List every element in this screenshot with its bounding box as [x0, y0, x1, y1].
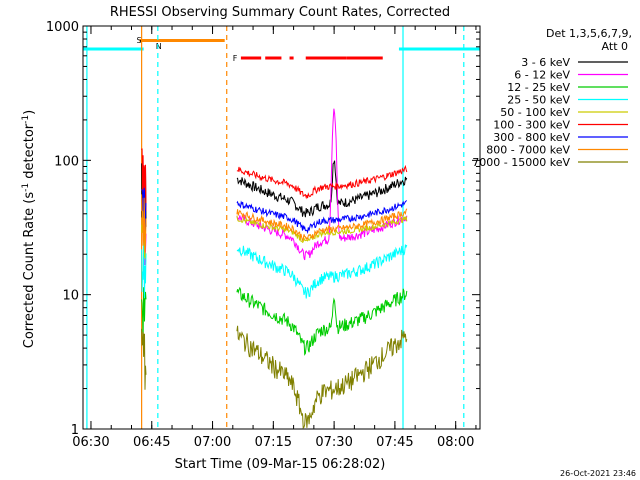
- legend-header-line1: Det 1,3,5,6,7,9,: [546, 27, 632, 40]
- legend-label-3: 12 - 25 keV: [507, 81, 570, 94]
- x-tick-label: 08:00: [437, 435, 474, 450]
- flag-label-f: F: [233, 54, 238, 63]
- legend-label-6: 100 - 300 keV: [493, 119, 570, 132]
- legend-label-9: 7000 - 15000 keV: [472, 156, 570, 169]
- y-axis-label: Corrected Count Rate (s-1 detector-1): [21, 110, 37, 348]
- plot-area: S N F: [83, 26, 480, 429]
- y-axis-label-sup1: -1: [21, 183, 31, 192]
- x-axis-label: Start Time (09-Mar-15 06:28:02): [175, 457, 386, 472]
- x-tick-label: 07:15: [255, 435, 292, 450]
- series-line-4: [236, 244, 408, 299]
- series-line-5: [236, 215, 408, 243]
- x-tick-label: 06:45: [133, 435, 170, 450]
- legend-label-2: 6 - 12 keV: [514, 69, 570, 82]
- series-early-3: [141, 287, 147, 343]
- series-line-1: [236, 160, 408, 218]
- series-early-9: [141, 328, 147, 390]
- legend-label-4: 25 - 50 keV: [507, 94, 570, 107]
- series-line-6: [236, 164, 408, 200]
- y-axis-label-part2: detector: [22, 123, 37, 183]
- series-line-3: [236, 286, 408, 356]
- x-tick-label: 07:45: [376, 435, 413, 450]
- chart-title: RHESSI Observing Summary Count Rates, Co…: [110, 5, 450, 20]
- y-axis-label-part3: ): [22, 110, 37, 115]
- y-axis-label-sup2: -1: [21, 115, 31, 124]
- series-line-2: [236, 108, 408, 261]
- y-axis-label-part1: Corrected Count Rate (s: [22, 192, 37, 349]
- axes: 1 10 100 1000 06:30 06:45 07:00 07:15 07:30 07:45…: [46, 20, 481, 450]
- series-early-6: [141, 148, 147, 213]
- series-early-8: [141, 194, 147, 253]
- legend-header-line2: Att 0: [602, 40, 628, 53]
- x-tick-label: 07:30: [315, 435, 352, 450]
- x-tick-label: 07:00: [194, 435, 231, 450]
- legend-label-1: 3 - 6 keV: [521, 56, 570, 69]
- y-tick-label: 10: [62, 289, 79, 304]
- legend-label-7: 300 - 800 keV: [493, 131, 570, 144]
- series-early-7: [141, 187, 147, 248]
- legend-label-5: 50 - 100 keV: [500, 106, 570, 119]
- flag-label-n: N: [156, 42, 162, 51]
- series-line-8: [236, 208, 408, 242]
- x-tick-label: 06:30: [72, 435, 109, 450]
- y-tick-label: 1000: [46, 20, 79, 35]
- plot-frame: [82, 25, 481, 430]
- y-tick-label: 100: [54, 154, 79, 169]
- flag-label-s: S: [137, 36, 142, 45]
- footer-date: 26-Oct-2021 23:46: [560, 469, 636, 478]
- legend-label-8: 800 - 7000 keV: [486, 144, 570, 157]
- series-line-9: [236, 325, 408, 429]
- y-tick-label: 1: [71, 423, 79, 438]
- series-line-7: [236, 200, 408, 235]
- series-early-4: [141, 236, 147, 299]
